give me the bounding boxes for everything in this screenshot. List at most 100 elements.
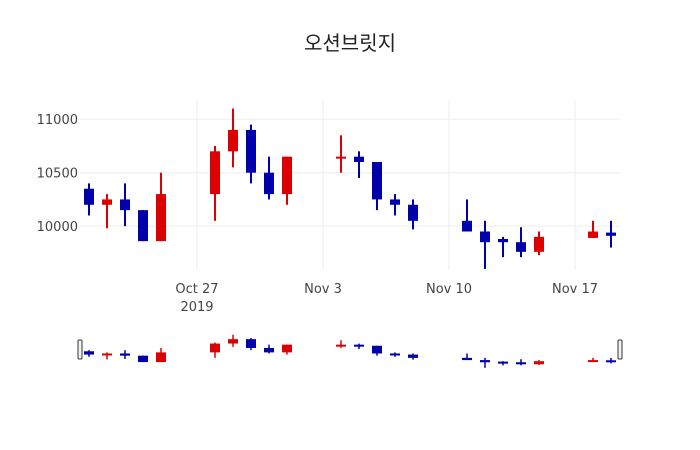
candle-body — [120, 353, 130, 356]
candle-body — [408, 204, 418, 221]
candle-decreasing — [480, 220, 490, 269]
candle-increasing — [210, 342, 220, 358]
range-slider-handle-left[interactable] — [77, 339, 83, 360]
candle-body — [372, 345, 382, 354]
candle-body — [228, 129, 238, 152]
y-tick-label: 11000 — [37, 113, 78, 128]
candle-decreasing — [354, 151, 364, 179]
candle-body — [282, 344, 292, 353]
candle-decreasing — [516, 359, 526, 366]
candle-body — [228, 339, 238, 344]
candle-decreasing — [354, 343, 364, 350]
candle-decreasing — [462, 199, 472, 232]
candle-decreasing — [120, 183, 130, 227]
candle-body — [498, 238, 508, 243]
candle-body — [606, 360, 616, 363]
candle-body — [102, 199, 112, 205]
candle-decreasing — [84, 350, 94, 357]
candle-body — [462, 357, 472, 361]
candle-decreasing — [264, 344, 274, 354]
candle-body — [156, 352, 166, 363]
candle-decreasing — [84, 183, 94, 216]
candle-increasing — [282, 156, 292, 205]
candle-body — [210, 151, 220, 195]
candle-body — [480, 360, 490, 363]
candle-body — [282, 156, 292, 195]
candle-decreasing — [120, 350, 130, 359]
candle-increasing — [534, 231, 544, 256]
candle-body — [354, 344, 364, 347]
y-axis-ticks: 10000 10500 11000 — [37, 113, 78, 235]
candle-body — [246, 129, 256, 173]
candle-decreasing — [516, 227, 526, 258]
candle-body — [390, 199, 400, 205]
candle-body — [606, 232, 616, 236]
candle-decreasing — [390, 194, 400, 216]
range-slider[interactable] — [77, 333, 623, 368]
x-axis-ticks: Oct 27 2019 Nov 3 Nov 10 Nov 17 — [175, 282, 598, 315]
candle-body — [462, 220, 472, 232]
candle-body — [534, 361, 544, 365]
candle-increasing — [588, 357, 598, 363]
candle-decreasing — [246, 338, 256, 351]
candle-increasing — [336, 135, 346, 173]
candle-increasing — [102, 352, 112, 360]
candle-body — [246, 339, 256, 348]
range-slider-handle-right[interactable] — [617, 339, 623, 360]
candle-body — [372, 162, 382, 200]
x-tick-label: Nov 3 — [304, 282, 342, 297]
chart-title: 오션브릿지 — [304, 31, 396, 55]
candle-body — [210, 343, 220, 353]
candle-body — [480, 231, 490, 243]
candle-decreasing — [498, 236, 508, 258]
candle-increasing — [210, 145, 220, 221]
candle-body — [336, 156, 346, 159]
candle-body — [516, 242, 526, 252]
candle-decreasing — [606, 357, 616, 364]
candles — [84, 108, 616, 269]
candle-body — [138, 210, 148, 242]
y-tick-label: 10500 — [37, 167, 78, 182]
candle-increasing — [282, 344, 292, 355]
candle-decreasing — [606, 220, 616, 248]
candle-increasing — [534, 360, 544, 365]
candle-body — [336, 344, 346, 347]
candle-decreasing — [408, 353, 418, 360]
candle-body — [408, 354, 418, 358]
candle-decreasing — [480, 357, 490, 368]
candle-increasing — [156, 172, 166, 242]
candle-decreasing — [498, 361, 508, 366]
candle-increasing — [336, 340, 346, 348]
candle-decreasing — [372, 162, 382, 211]
candle-increasing — [588, 220, 598, 238]
candle-decreasing — [390, 352, 400, 357]
x-tick-label: Nov 17 — [552, 282, 598, 297]
candle-body — [354, 156, 364, 163]
candle-decreasing — [264, 156, 274, 200]
candle-increasing — [102, 194, 112, 229]
range-slider-candles — [84, 334, 616, 368]
candle-decreasing — [372, 345, 382, 356]
x-tick-label: Nov 10 — [426, 282, 472, 297]
x-tick-label: Oct 27 — [175, 282, 218, 297]
candle-body — [120, 199, 130, 211]
y-tick-label: 10000 — [37, 220, 78, 235]
candle-decreasing — [408, 199, 418, 230]
x-tick-year-label: 2019 — [180, 300, 213, 315]
candle-body — [102, 353, 112, 356]
candle-body — [498, 361, 508, 364]
range-slider-background — [80, 333, 620, 368]
candle-body — [588, 360, 598, 363]
candle-decreasing — [138, 210, 148, 242]
candle-decreasing — [462, 353, 472, 361]
candle-decreasing — [138, 355, 148, 363]
candle-body — [156, 194, 166, 242]
candle-increasing — [228, 108, 238, 168]
candle-body — [264, 347, 274, 353]
candle-body — [264, 172, 274, 195]
candle-increasing — [228, 334, 238, 347]
gridlines — [80, 100, 620, 270]
candle-decreasing — [246, 124, 256, 184]
